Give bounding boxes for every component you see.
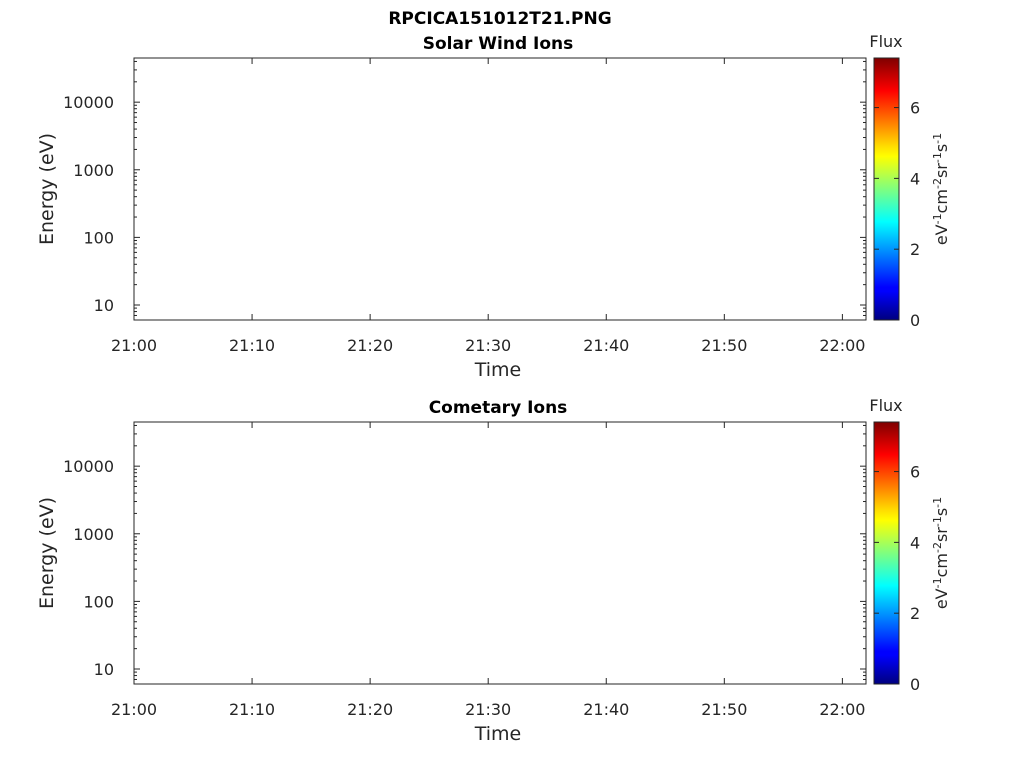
colorbar-tick-label: 4	[910, 533, 920, 552]
colorbar-tick-label: 0	[910, 675, 920, 694]
x-tick-label: 21:10	[229, 336, 275, 355]
plot-frame	[133, 421, 867, 685]
x-tick-label: 22:00	[819, 700, 865, 719]
plot-frame	[133, 57, 867, 321]
x-tick-label: 21:20	[347, 336, 393, 355]
panel-solar-wind-ions: Solar Wind Ions 21:00 21:10 21:20 21:30 21:4…	[36, 32, 951, 381]
y-tick-label: 1000	[73, 525, 114, 544]
colorbar-tick-label: 6	[910, 99, 920, 118]
figure-title: RPCICA151012T21.PNG	[388, 9, 611, 29]
y-axis-ticks: 10 100 1000 10000	[63, 60, 866, 321]
colorbar-label: eV-1cm-2sr-1s-1	[931, 133, 951, 245]
y-tick-label: 10	[94, 296, 114, 315]
x-tick-label: 21:40	[583, 336, 629, 355]
x-tick-label: 21:30	[465, 336, 511, 355]
x-tick-label: 22:00	[819, 336, 865, 355]
colorbar-tick-label: 6	[910, 463, 920, 482]
colorbar-tick-label: 2	[910, 240, 920, 259]
colorbar	[873, 421, 900, 685]
x-tick-label: 21:20	[347, 700, 393, 719]
x-axis-ticks: 21:00 21:10 21:20 21:30 21:40 21:50 22:00	[111, 58, 865, 355]
colorbar-tick-label: 0	[910, 311, 920, 330]
x-tick-label: 21:00	[111, 336, 157, 355]
colorbar-ticks: 0 2 4 6	[874, 99, 920, 330]
y-axis-ticks: 10 100 1000 10000	[63, 424, 866, 685]
x-tick-label: 21:40	[583, 700, 629, 719]
y-tick-label: 10	[94, 660, 114, 679]
y-tick-label: 100	[83, 228, 114, 247]
colorbar	[873, 57, 900, 321]
x-tick-label: 21:30	[465, 700, 511, 719]
colorbar-ticks: 0 2 4 6	[874, 463, 920, 694]
x-tick-label: 21:50	[701, 700, 747, 719]
x-axis-label: Time	[474, 723, 522, 745]
colorbar-tick-label: 2	[910, 604, 920, 623]
y-tick-label: 100	[83, 592, 114, 611]
x-tick-label: 21:50	[701, 336, 747, 355]
x-axis-label: Time	[474, 359, 522, 381]
y-tick-label: 1000	[73, 161, 114, 180]
x-axis-ticks: 21:00 21:10 21:20 21:30 21:40 21:50 22:00	[111, 422, 865, 719]
colorbar-label: eV-1cm-2sr-1s-1	[931, 497, 951, 609]
colorbar-title: Flux	[869, 396, 902, 415]
colorbar-tick-label: 4	[910, 169, 920, 188]
y-axis-label: Energy (eV)	[36, 497, 58, 609]
colorbar-title: Flux	[869, 32, 902, 51]
panel-title: Cometary Ions	[429, 398, 568, 418]
y-axis-label: Energy (eV)	[36, 133, 58, 245]
y-tick-label: 10000	[63, 457, 114, 476]
panel-title: Solar Wind Ions	[423, 34, 574, 54]
y-tick-label: 10000	[63, 93, 114, 112]
x-tick-label: 21:00	[111, 700, 157, 719]
x-tick-label: 21:10	[229, 700, 275, 719]
panel-cometary-ions: Cometary Ions 21:00 21:10 21:20 21:30 21:40 2…	[36, 396, 951, 745]
